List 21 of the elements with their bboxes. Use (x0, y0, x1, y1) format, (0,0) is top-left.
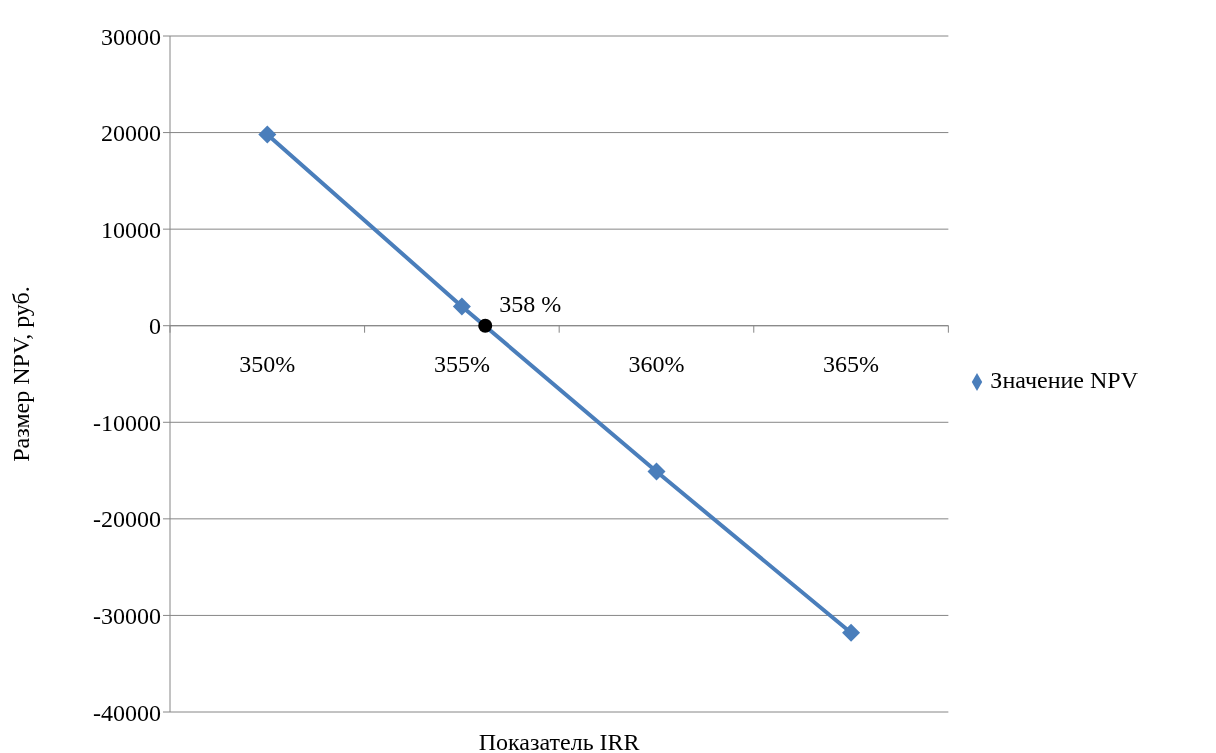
y-tick-label: -40000 (93, 699, 161, 726)
point (647, 462, 666, 481)
y-tick-label: -10000 (93, 409, 161, 436)
y-tick-label: 10000 (101, 216, 161, 243)
x-tick-label: 360% (628, 350, 685, 377)
y-axis-title: Размер NPV, руб. (7, 286, 34, 462)
x-axis-title: Показатель IRR (478, 729, 640, 753)
point (258, 125, 277, 144)
x-tick-label: 355% (433, 350, 490, 377)
point (452, 297, 471, 316)
y-tick-label: -30000 (93, 602, 161, 629)
y-tick-label: 30000 (101, 23, 161, 50)
legend-label: Значение NPV (990, 367, 1138, 393)
y-tick-label: 20000 (101, 120, 161, 147)
point (478, 318, 493, 333)
x-tick-label: 350% (239, 350, 296, 377)
annotation: 358 % (499, 290, 562, 317)
y-tick-label: 0 (149, 313, 161, 340)
y-tick-label: -20000 (93, 506, 161, 533)
point (842, 623, 861, 642)
x-tick-label: 365% (823, 350, 880, 377)
